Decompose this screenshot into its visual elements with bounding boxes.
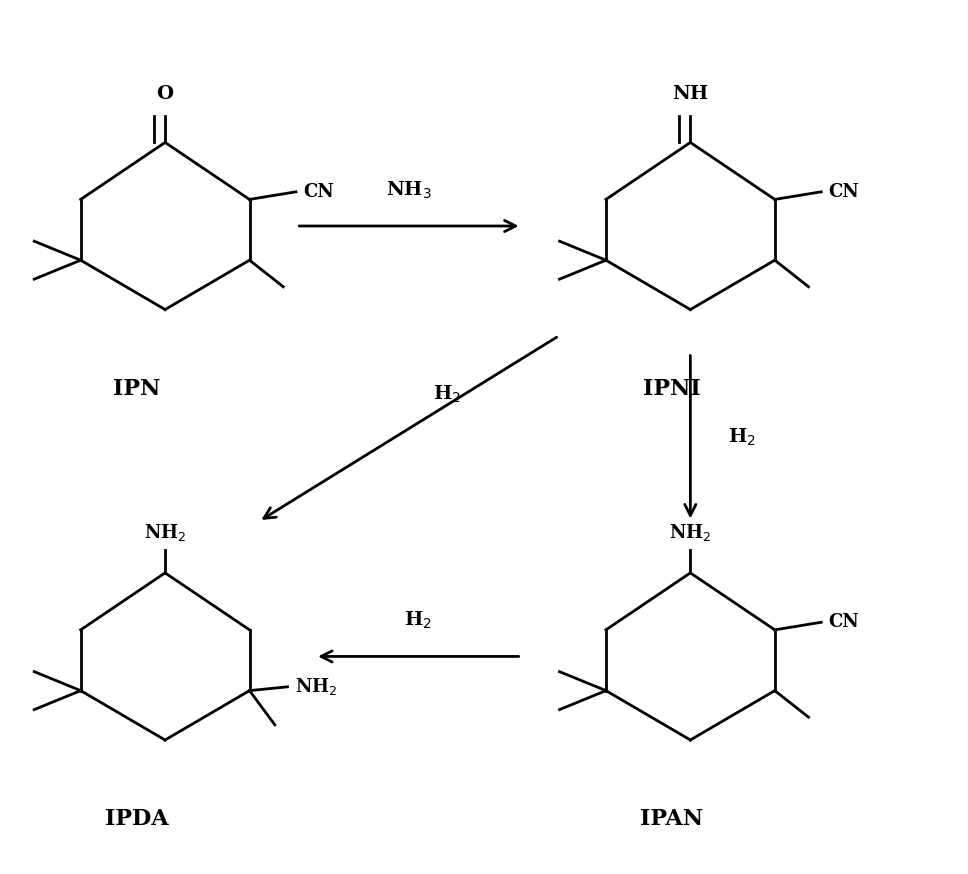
Text: CN: CN: [829, 183, 860, 201]
Text: NH$_2$: NH$_2$: [669, 523, 711, 544]
Text: NH: NH: [672, 85, 709, 103]
Text: NH$_2$: NH$_2$: [295, 676, 338, 697]
Text: NH$_2$: NH$_2$: [144, 523, 186, 544]
Text: IPAN: IPAN: [640, 808, 703, 830]
Text: H$_2$: H$_2$: [728, 427, 756, 447]
Text: O: O: [157, 85, 173, 103]
Text: H$_2$: H$_2$: [433, 385, 461, 406]
Text: IPNI: IPNI: [643, 378, 701, 400]
Text: CN: CN: [303, 183, 334, 201]
Text: IPDA: IPDA: [106, 808, 168, 830]
Text: CN: CN: [829, 614, 860, 631]
Text: NH$_3$: NH$_3$: [386, 179, 432, 201]
Text: H$_2$: H$_2$: [405, 610, 433, 631]
Text: IPN: IPN: [113, 378, 161, 400]
